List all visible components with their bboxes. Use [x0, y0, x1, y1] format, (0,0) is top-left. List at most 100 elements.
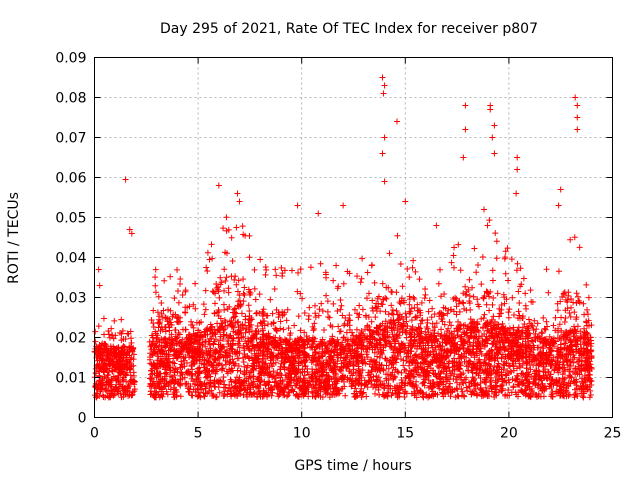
- data-point: [187, 340, 194, 347]
- data-point: [157, 327, 164, 334]
- data-point: [270, 357, 277, 364]
- data-point: [194, 393, 201, 400]
- data-point: [120, 393, 127, 400]
- data-point: [234, 319, 241, 326]
- data-point: [295, 337, 302, 344]
- data-point: [582, 355, 589, 362]
- data-point: [206, 256, 213, 263]
- data-point: [156, 320, 163, 327]
- data-point: [518, 329, 525, 336]
- data-point: [529, 298, 536, 305]
- data-point: [441, 321, 448, 328]
- data-point: [477, 379, 484, 386]
- data-point: [496, 364, 503, 371]
- data-point: [446, 368, 453, 375]
- data-point: [167, 307, 174, 314]
- data-point: [548, 393, 555, 400]
- data-point: [364, 354, 371, 361]
- data-point: [297, 385, 304, 392]
- data-point: [493, 382, 500, 389]
- data-point: [336, 390, 343, 397]
- data-point: [148, 316, 155, 323]
- data-point: [215, 283, 222, 290]
- data-point: [540, 374, 547, 381]
- data-point: [566, 374, 573, 381]
- data-point: [249, 381, 256, 388]
- data-point: [340, 280, 347, 287]
- data-point: [486, 307, 493, 314]
- data-point: [251, 266, 258, 273]
- data-point: [288, 267, 295, 274]
- data-point: [489, 301, 496, 308]
- data-point: [277, 318, 284, 325]
- data-point: [474, 320, 481, 327]
- data-point: [230, 340, 237, 347]
- data-point: [473, 269, 480, 276]
- data-point: [107, 394, 114, 401]
- data-point: [270, 319, 277, 326]
- data-point: [465, 367, 472, 374]
- data-point: [171, 351, 178, 358]
- data-point: [522, 302, 529, 309]
- data-point: [420, 373, 427, 380]
- data-point: [162, 370, 169, 377]
- data-point: [202, 287, 209, 294]
- data-point: [359, 306, 366, 313]
- data-point: [106, 331, 113, 338]
- data-point: [492, 370, 499, 377]
- data-point: [270, 368, 277, 375]
- data-point: [300, 388, 307, 395]
- data-point: [357, 388, 364, 395]
- data-point: [209, 255, 216, 262]
- data-point: [312, 310, 319, 317]
- data-point: [156, 339, 163, 346]
- data-point: [228, 346, 235, 353]
- data-point: [571, 234, 578, 241]
- data-point: [565, 383, 572, 390]
- data-point: [372, 314, 379, 321]
- data-point: [159, 355, 166, 362]
- data-point: [425, 308, 432, 315]
- data-point: [481, 330, 488, 337]
- data-point: [326, 394, 333, 401]
- data-point: [121, 344, 128, 351]
- data-point: [281, 364, 288, 371]
- data-point: [124, 330, 131, 337]
- data-point: [230, 328, 237, 335]
- data-point: [298, 358, 305, 365]
- data-point: [471, 245, 478, 252]
- data-point: [215, 312, 222, 319]
- data-point: [488, 333, 495, 340]
- data-point: [562, 296, 569, 303]
- data-point: [316, 306, 323, 313]
- data-point: [202, 343, 209, 350]
- data-point: [152, 274, 159, 281]
- data-point: [500, 366, 507, 373]
- data-point: [482, 384, 489, 391]
- data-point: [297, 327, 304, 334]
- data-point: [161, 360, 168, 367]
- data-point: [175, 330, 182, 337]
- data-point: [442, 336, 449, 343]
- data-point: [403, 314, 410, 321]
- data-point: [506, 379, 513, 386]
- data-point: [193, 376, 200, 383]
- data-point: [320, 373, 327, 380]
- data-point: [231, 306, 238, 313]
- data-point: [197, 334, 204, 341]
- data-point: [337, 328, 344, 335]
- data-point: [181, 374, 188, 381]
- data-point: [171, 360, 178, 367]
- data-point: [508, 343, 515, 350]
- data-point: [335, 323, 342, 330]
- data-point: [346, 312, 353, 319]
- data-point: [537, 360, 544, 367]
- data-point: [174, 368, 181, 375]
- data-point: [234, 355, 241, 362]
- data-point: [285, 341, 292, 348]
- data-point: [301, 383, 308, 390]
- data-point: [508, 332, 515, 339]
- data-point: [379, 331, 386, 338]
- data-point: [400, 316, 407, 323]
- data-point: [561, 375, 568, 382]
